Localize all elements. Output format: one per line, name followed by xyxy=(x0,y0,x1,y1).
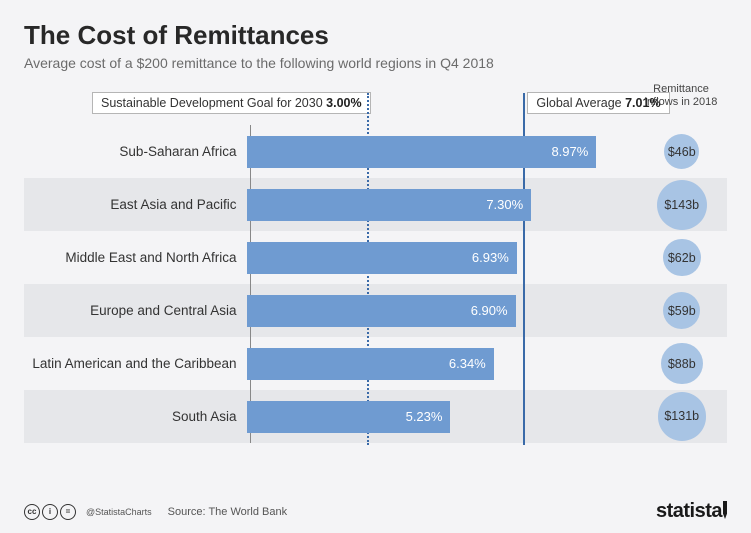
inflow-circle: $62b xyxy=(663,239,701,277)
region-label: South Asia xyxy=(24,409,247,424)
inflow-cell: $46b xyxy=(637,134,728,169)
table-row: Middle East and North Africa6.93% $62b xyxy=(24,231,727,284)
sdg-value: 3.00% xyxy=(326,96,361,110)
bar-cell: 7.30% xyxy=(247,178,637,231)
table-row: Latin American and the Caribbean6.34% $88… xyxy=(24,337,727,390)
sdg-goal-label: Sustainable Development Goal for 2030 3.… xyxy=(92,92,371,114)
inflow-circle: $143b xyxy=(657,180,707,230)
statista-logo: statista xyxy=(656,500,727,523)
inflow-cell: $143b xyxy=(637,180,728,230)
cc-license-icons: cc i = xyxy=(24,504,76,520)
region-label: Latin American and the Caribbean xyxy=(24,356,247,371)
cc-icon: cc xyxy=(24,504,40,520)
inflow-cell: $62b xyxy=(637,239,728,277)
bar-cell: 5.23% xyxy=(247,390,637,443)
inflow-cell: $88b xyxy=(637,343,728,385)
logo-text: statista xyxy=(656,500,722,522)
table-row: East Asia and Pacific7.30% $143b xyxy=(24,178,727,231)
inflow-cell: $59b xyxy=(637,292,728,329)
inflow-circle: $88b xyxy=(661,343,703,385)
table-row: South Asia5.23% $131b xyxy=(24,390,727,443)
region-label: Sub-Saharan Africa xyxy=(24,144,247,159)
region-label: East Asia and Pacific xyxy=(24,197,247,212)
inflow-cell: $131b xyxy=(637,392,728,440)
bar-cell: 6.90% xyxy=(247,284,637,337)
cost-bar: 6.93% xyxy=(247,242,517,274)
cost-bar: 5.23% xyxy=(247,401,451,433)
footer: cc i = @StatistaCharts Source: The World… xyxy=(24,500,727,523)
region-label: Europe and Central Asia xyxy=(24,303,247,318)
region-label: Middle East and North Africa xyxy=(24,250,247,265)
table-row: Europe and Central Asia6.90% $59b xyxy=(24,284,727,337)
legend-row: Sustainable Development Goal for 2030 3.… xyxy=(24,89,727,117)
sdg-text: Sustainable Development Goal for 2030 xyxy=(101,96,323,110)
bar-cell: 6.93% xyxy=(247,231,637,284)
chart-subtitle: Average cost of a $200 remittance to the… xyxy=(24,55,727,71)
cost-bar: 6.34% xyxy=(247,348,494,380)
source-text: Source: The World Bank xyxy=(168,506,287,518)
by-icon: i xyxy=(42,504,58,520)
cost-bar: 7.30% xyxy=(247,189,532,221)
global-avg-text: Global Average xyxy=(536,96,621,110)
inflow-circle: $46b xyxy=(664,134,699,169)
chart-title: The Cost of Remittances xyxy=(24,20,727,51)
table-row: Sub-Saharan Africa8.97% $46b xyxy=(24,125,727,178)
inflow-circle: $59b xyxy=(663,292,700,329)
bar-cell: 6.34% xyxy=(247,337,637,390)
cost-bar: 8.97% xyxy=(247,136,597,168)
twitter-handle: @StatistaCharts xyxy=(86,507,152,517)
inflows-header: Remittance inflows in 2018 xyxy=(635,83,727,109)
chart-rows: Sub-Saharan Africa8.97% $46b East Asia and… xyxy=(24,125,727,443)
inflow-circle: $131b xyxy=(658,392,706,440)
chart-area: Sustainable Development Goal for 2030 3.… xyxy=(24,89,727,461)
bar-cell: 8.97% xyxy=(247,125,637,178)
cost-bar: 6.90% xyxy=(247,295,516,327)
nd-icon: = xyxy=(60,504,76,520)
